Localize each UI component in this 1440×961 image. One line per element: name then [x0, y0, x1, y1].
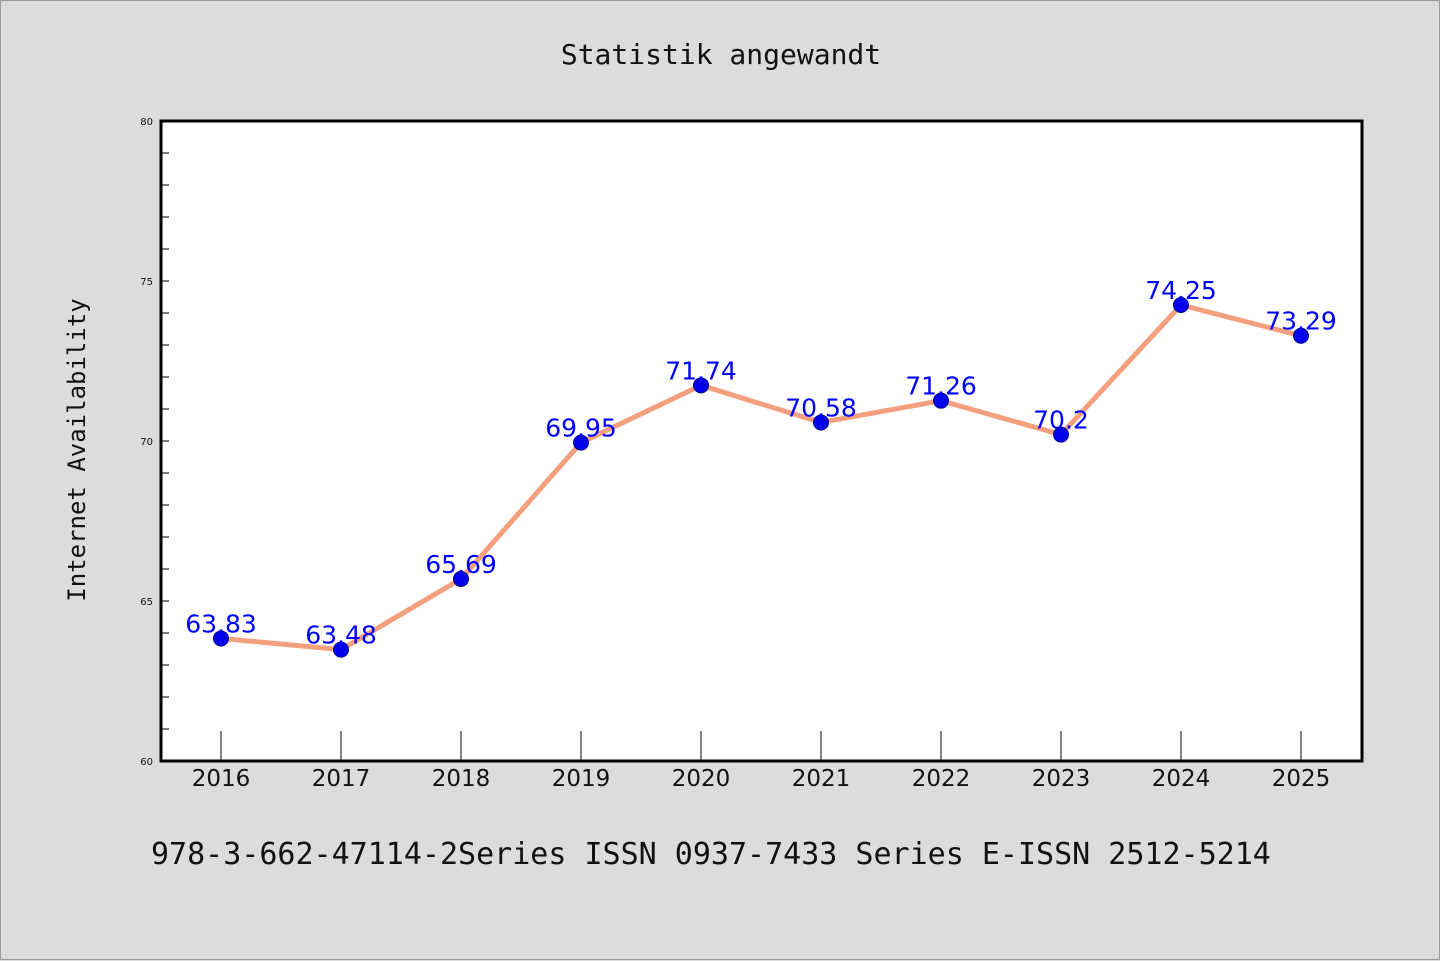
data-label: 74.25 — [1145, 276, 1217, 305]
data-label: 71.74 — [665, 356, 737, 385]
y-tick-label: 80 — [140, 117, 153, 128]
y-tick-label: 60 — [140, 757, 153, 768]
x-tick-label: 2016 — [192, 766, 251, 792]
x-tick-label: 2020 — [672, 766, 731, 792]
x-tick-label: 2019 — [552, 766, 611, 792]
y-tick-label: 70 — [140, 437, 153, 448]
data-point — [1293, 327, 1309, 344]
series-line — [218, 302, 1304, 653]
x-tick-label: 2023 — [1032, 766, 1091, 792]
data-label: 63.48 — [305, 621, 377, 650]
data-label: 73.29 — [1265, 307, 1337, 336]
x-tick-label: 2024 — [1152, 766, 1211, 792]
footer-text: 978-3-662-47114-2Series ISSN 0937-7433 S… — [151, 837, 1271, 872]
data-point — [1173, 297, 1189, 313]
data-point — [693, 377, 709, 394]
data-label: 69.95 — [545, 414, 617, 443]
chart-title: Statistik angewandt — [561, 38, 881, 71]
y-axis-label: Internet Availability — [63, 298, 91, 601]
data-label: 65.69 — [425, 550, 497, 579]
plot-frame — [159, 119, 1364, 763]
y-tick-label: 65 — [140, 597, 153, 608]
data-label: 70.58 — [785, 393, 857, 422]
data-label: 63.83 — [185, 609, 257, 638]
data-point — [813, 414, 829, 431]
data-point — [453, 570, 469, 587]
x-tick-label: 2018 — [432, 766, 491, 792]
x-tick-label: 2017 — [312, 766, 371, 792]
data-point — [573, 434, 589, 451]
data-point — [333, 641, 349, 658]
data-label: 70.2 — [1033, 406, 1089, 435]
x-tick-label: 2021 — [792, 766, 851, 792]
data-point — [213, 630, 229, 647]
x-tick-label: 2025 — [1272, 766, 1331, 792]
data-label: 71.26 — [905, 372, 977, 401]
data-point — [933, 392, 949, 409]
y-tick-label: 75 — [140, 277, 153, 288]
data-point — [1053, 426, 1069, 443]
plot-area — [161, 121, 1362, 761]
x-tick-label: 2022 — [912, 766, 971, 792]
